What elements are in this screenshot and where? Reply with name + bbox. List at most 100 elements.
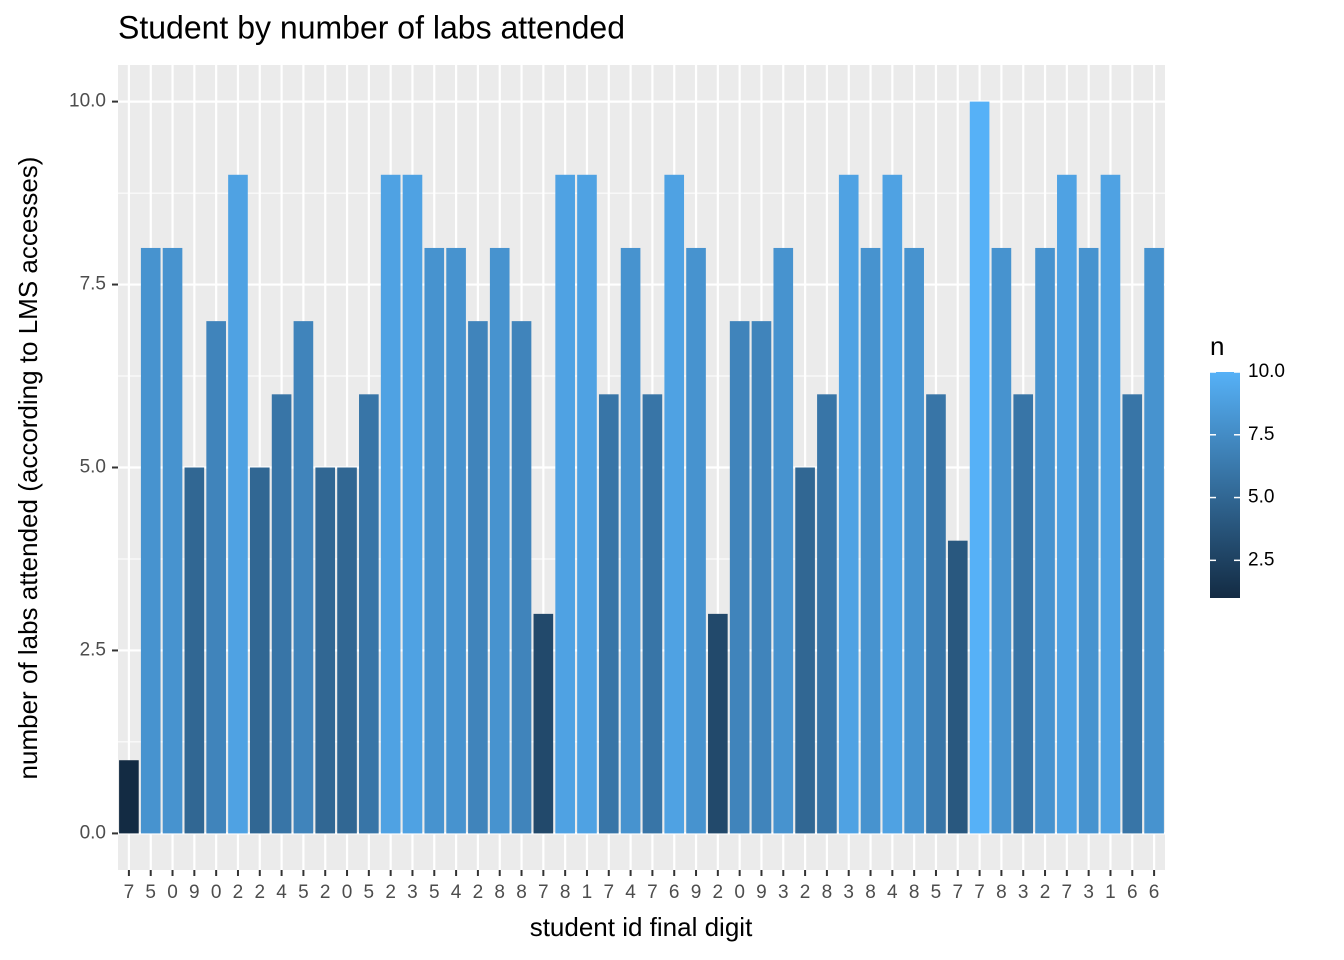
x-tick-label: 9 — [691, 882, 702, 903]
y-tick-label: 10.0 — [69, 91, 106, 112]
bar — [664, 174, 685, 834]
bar — [337, 467, 357, 834]
x-tick-label: 5 — [298, 882, 309, 903]
bar — [206, 321, 226, 834]
bar — [424, 247, 445, 834]
bar — [817, 394, 837, 834]
bar — [1144, 247, 1164, 834]
bar — [315, 467, 336, 834]
bar — [577, 174, 597, 834]
x-tick-label: 0 — [167, 882, 178, 903]
x-tick-label: 2 — [385, 882, 396, 903]
bar — [511, 321, 532, 834]
bar — [773, 247, 794, 834]
bar — [969, 101, 990, 834]
bar — [162, 247, 183, 834]
x-tick-label: 4 — [887, 882, 898, 903]
bar — [598, 394, 619, 834]
x-tick-label: 2 — [473, 882, 484, 903]
x-tick-label: 8 — [996, 882, 1007, 903]
legend-title: n — [1210, 331, 1224, 361]
bar — [402, 174, 423, 834]
x-tick-label: 0 — [211, 882, 222, 903]
colorbar — [1210, 372, 1240, 598]
bar — [1057, 174, 1077, 834]
bar — [686, 247, 706, 834]
x-tick-label: 3 — [1018, 882, 1029, 903]
x-tick-label: 2 — [254, 882, 265, 903]
legend-tick-label: 7.5 — [1248, 424, 1274, 445]
bar — [533, 613, 554, 834]
x-tick-label: 8 — [865, 882, 876, 903]
legend-tick-label: 2.5 — [1248, 549, 1274, 570]
bar — [1100, 174, 1121, 834]
x-tick-label: 2 — [320, 882, 331, 903]
bar — [904, 247, 924, 834]
bar — [882, 174, 903, 834]
chart-title: Student by number of labs attended — [118, 9, 625, 45]
bar — [293, 321, 314, 834]
x-tick-label: 7 — [538, 882, 549, 903]
x-tick-label: 2 — [713, 882, 724, 903]
y-tick-label: 2.5 — [80, 639, 106, 660]
legend-tick-label: 10.0 — [1248, 361, 1285, 382]
x-tick-label: 9 — [189, 882, 200, 903]
x-tick-label: 5 — [145, 882, 156, 903]
x-tick-label: 7 — [603, 882, 614, 903]
x-tick-label: 8 — [909, 882, 920, 903]
x-tick-label: 4 — [276, 882, 287, 903]
y-tick-label: 0.0 — [80, 822, 106, 843]
bar — [1013, 394, 1034, 834]
bar — [140, 247, 161, 834]
x-tick-label: 5 — [364, 882, 375, 903]
bar — [708, 613, 728, 834]
bar — [119, 760, 139, 834]
x-tick-label: 3 — [1083, 882, 1094, 903]
x-tick-label: 7 — [124, 882, 135, 903]
bar — [947, 540, 968, 834]
x-tick-label: 7 — [974, 882, 985, 903]
bar — [249, 467, 270, 834]
y-tick-label: 7.5 — [80, 274, 106, 295]
x-tick-label: 2 — [233, 882, 244, 903]
bar — [1078, 247, 1099, 834]
x-tick-label: 9 — [756, 882, 767, 903]
x-tick-label: 7 — [1062, 882, 1073, 903]
bar — [620, 247, 641, 834]
x-tick-label: 4 — [625, 882, 636, 903]
bar — [380, 174, 401, 834]
x-tick-label: 1 — [1105, 882, 1116, 903]
bar — [359, 394, 379, 834]
x-tick-label: 8 — [560, 882, 571, 903]
bar — [1122, 394, 1143, 834]
x-tick-label: 6 — [1149, 882, 1160, 903]
x-tick-label: 7 — [952, 882, 963, 903]
x-tick-label: 5 — [931, 882, 942, 903]
x-tick-label: 8 — [494, 882, 505, 903]
x-tick-label: 0 — [342, 882, 353, 903]
x-tick-label: 1 — [582, 882, 593, 903]
bar — [271, 394, 292, 834]
bar — [228, 174, 248, 834]
x-tick-label: 3 — [843, 882, 854, 903]
bar — [468, 321, 488, 834]
x-tick-label: 6 — [1127, 882, 1138, 903]
x-tick-label: 4 — [451, 882, 462, 903]
x-tick-label: 8 — [516, 882, 527, 903]
bar — [446, 247, 466, 834]
x-tick-label: 6 — [669, 882, 680, 903]
x-tick-label: 5 — [429, 882, 440, 903]
y-tick-label: 5.0 — [80, 457, 106, 478]
bar — [489, 247, 510, 834]
bar — [795, 467, 815, 834]
x-tick-label: 3 — [778, 882, 789, 903]
legend-tick-label: 5.0 — [1248, 487, 1274, 508]
bar — [1035, 247, 1055, 834]
x-tick-label: 8 — [822, 882, 833, 903]
bar — [729, 321, 750, 834]
bar — [751, 321, 772, 834]
x-tick-label: 2 — [1040, 882, 1051, 903]
bar — [926, 394, 946, 834]
x-tick-label: 3 — [407, 882, 418, 903]
